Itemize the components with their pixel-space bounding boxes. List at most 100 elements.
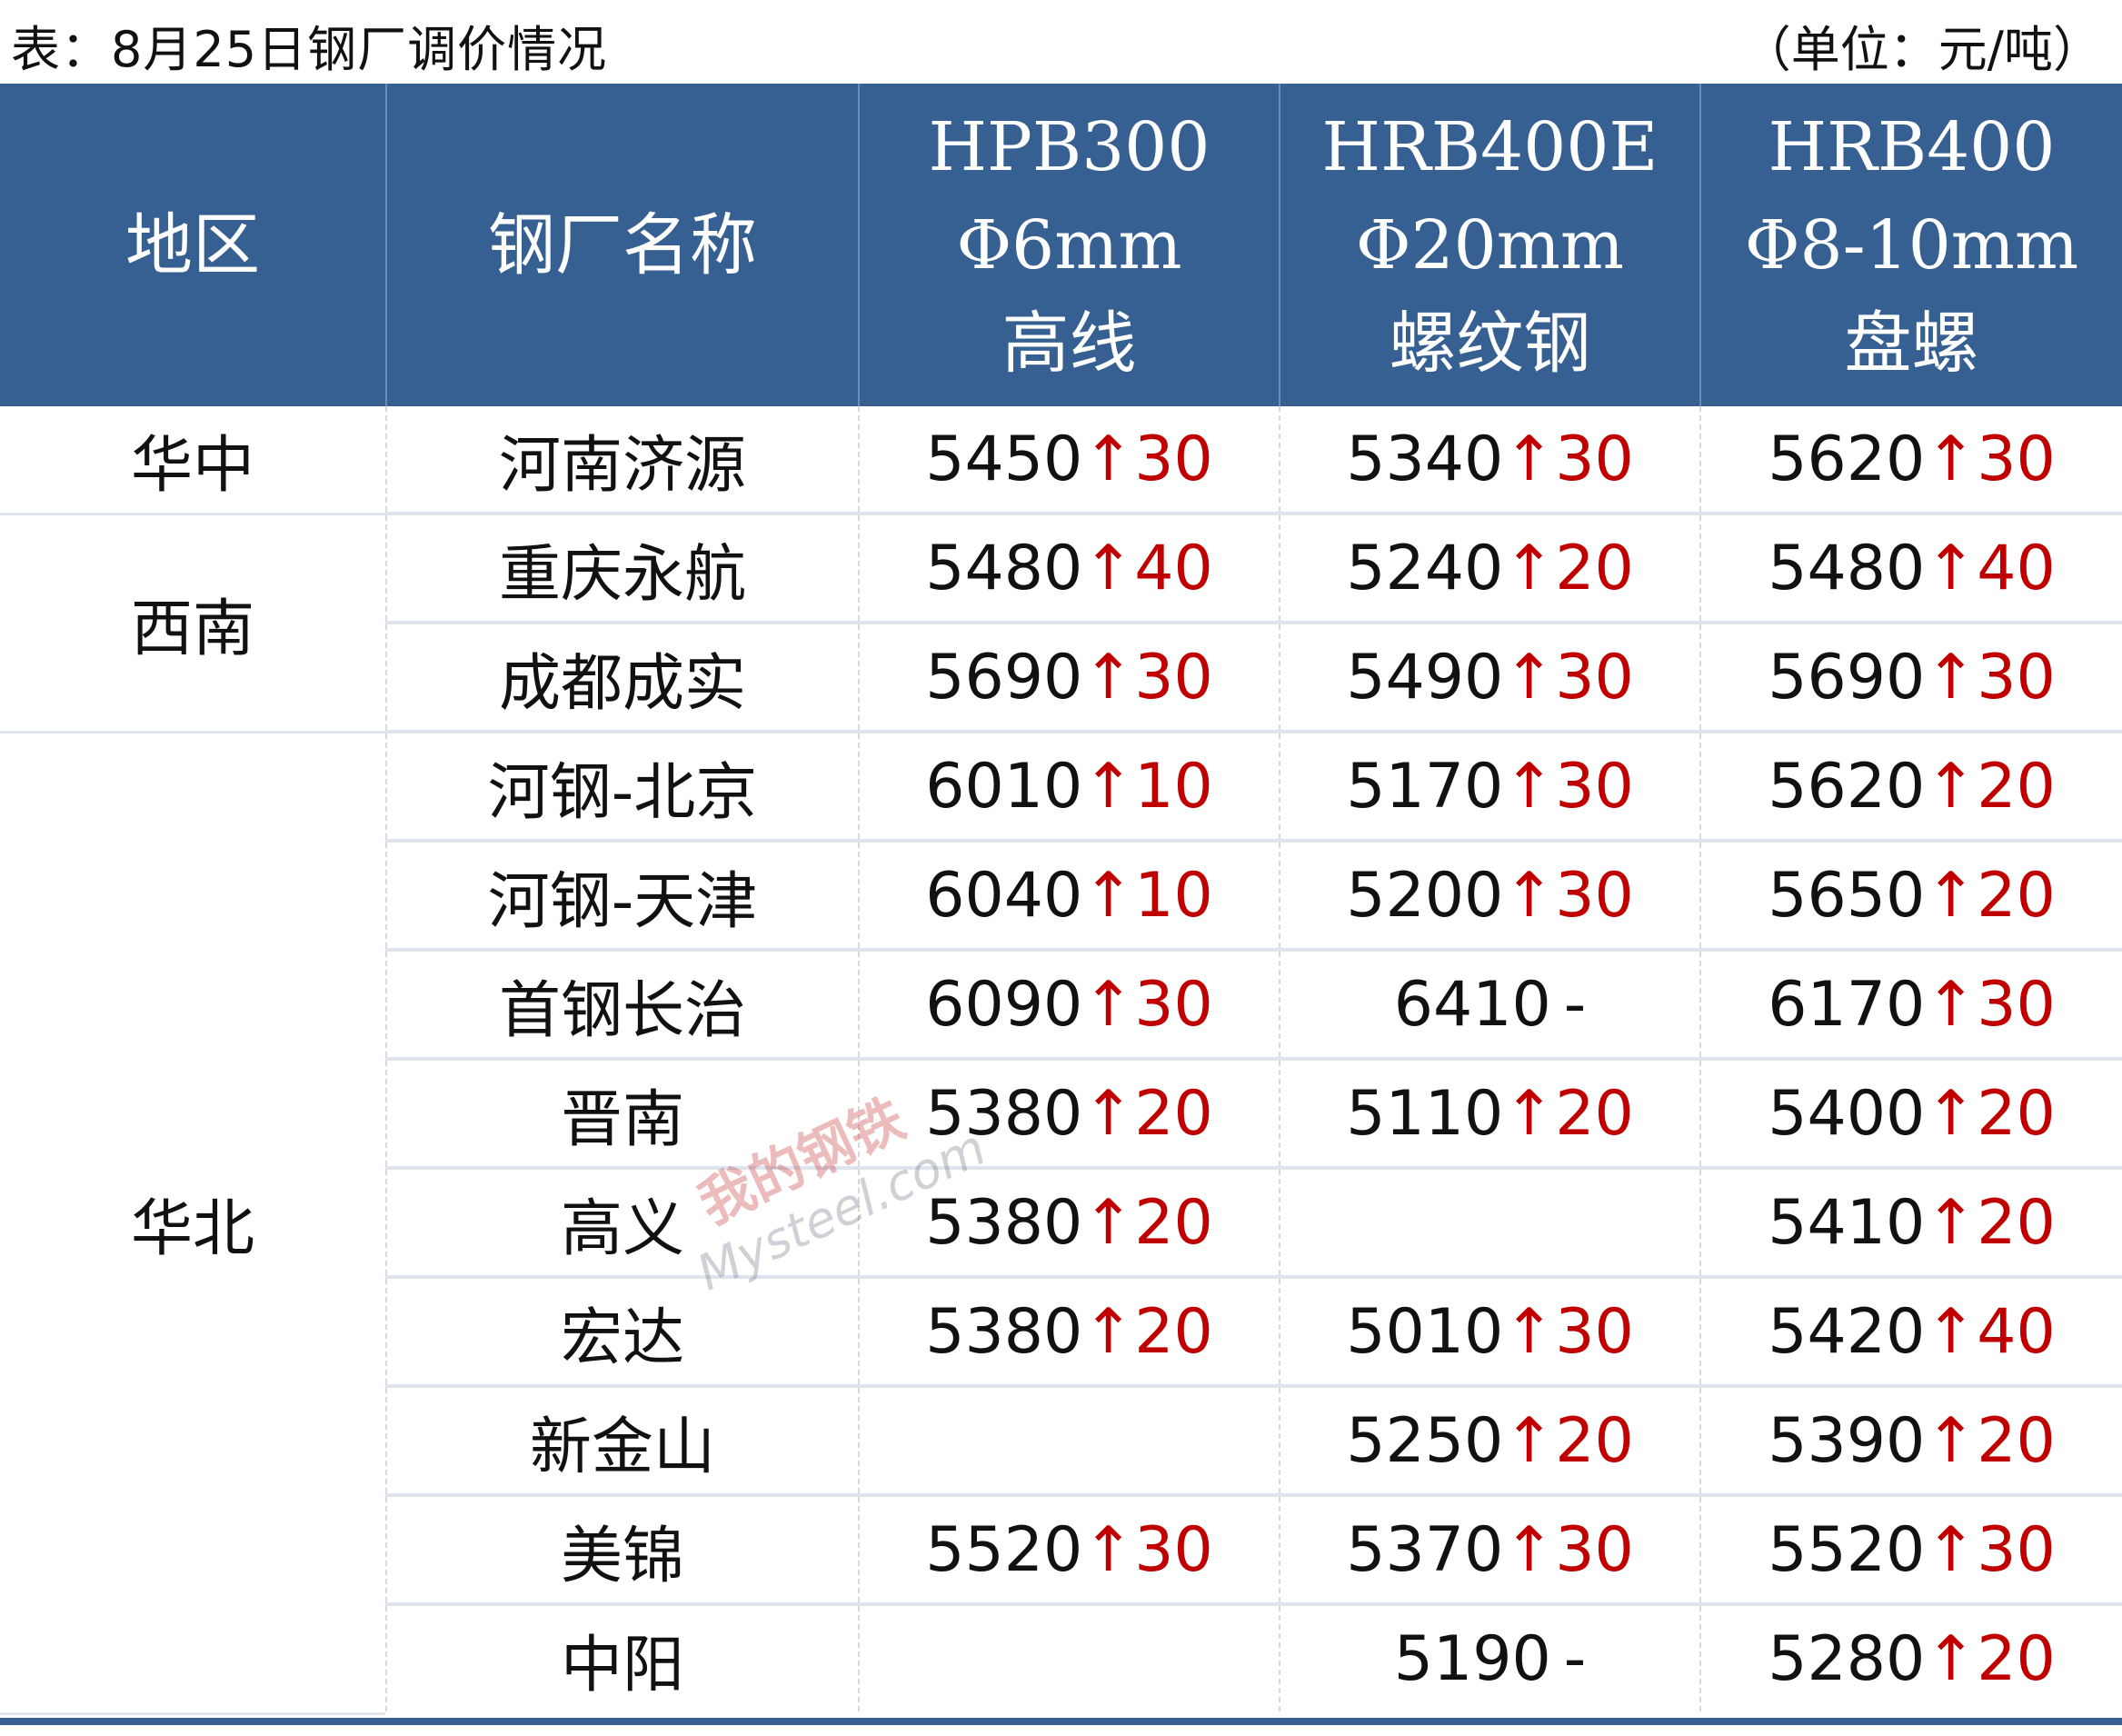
price-cell: 5200 ↑30	[1279, 843, 1699, 948]
price-cell: 5280 ↑20	[1699, 1606, 2122, 1711]
table-row: 宏达 5380 ↑20 5010 ↑30 5420 ↑40	[385, 1279, 2122, 1388]
table-row: 中阳 5190-5280 ↑20	[385, 1606, 2122, 1715]
price-value: 5250	[1346, 1404, 1504, 1477]
price-value: 5380	[925, 1186, 1083, 1259]
mill-name-cell: 河南济源	[385, 406, 858, 512]
price-change: ↑20	[1503, 532, 1634, 604]
header-cell: HPB300 Φ6mm 高线	[858, 84, 1279, 406]
price-value: 5420	[1768, 1295, 1926, 1368]
price-value: 5410	[1768, 1186, 1926, 1259]
price-change: ↑20	[1925, 1186, 2056, 1259]
price-value: 6010	[925, 750, 1083, 823]
region-cell: 华北	[0, 733, 385, 1715]
price-cell: 5690 ↑30	[1699, 624, 2122, 730]
price-change: ↑20	[1925, 750, 2056, 823]
price-cell: 5380 ↑20	[858, 1170, 1279, 1275]
price-value: 5480	[925, 532, 1083, 604]
price-value: 5370	[1346, 1513, 1504, 1586]
price-cell: 5110 ↑20	[1279, 1061, 1699, 1166]
table-row: 美锦 5520 ↑30 5370 ↑30 5520 ↑30	[385, 1497, 2122, 1606]
price-change: ↑40	[1925, 1295, 2056, 1368]
price-cell: 5480 ↑40	[858, 515, 1279, 621]
table-row: 晋南 5380 ↑20 5110 ↑20 5400 ↑20	[385, 1061, 2122, 1170]
mill-name-cell: 河钢-北京	[385, 733, 858, 839]
price-change: ↑20	[1925, 1077, 2056, 1150]
price-change: ↑20	[1082, 1295, 1213, 1368]
price-value: 5190	[1393, 1622, 1551, 1695]
price-cell	[858, 1388, 1279, 1493]
price-value: 5010	[1346, 1295, 1504, 1368]
price-value: 6170	[1768, 968, 1926, 1041]
mill-name-cell: 晋南	[385, 1061, 858, 1166]
mill-name-cell: 高义	[385, 1170, 858, 1275]
price-change: ↑20	[1925, 1622, 2056, 1695]
price-cell: 5480 ↑40	[1699, 515, 2122, 621]
price-cell: 5410 ↑20	[1699, 1170, 2122, 1275]
mill-name-cell: 中阳	[385, 1606, 858, 1711]
price-change: ↑30	[1082, 968, 1213, 1041]
price-value: 5620	[1768, 423, 1926, 495]
price-cell: 5490 ↑30	[1279, 624, 1699, 730]
mill-name-cell: 美锦	[385, 1497, 858, 1602]
header-line: 钢厂名称	[488, 205, 757, 284]
price-change: ↑30	[1503, 641, 1634, 713]
price-cell: 6410-	[1279, 952, 1699, 1057]
price-change: ↑20	[1082, 1077, 1213, 1150]
table-row: 河钢-天津 6040 ↑10 5200 ↑30 5650 ↑20	[385, 843, 2122, 952]
price-change: ↑20	[1925, 1404, 2056, 1477]
price-change: ↑30	[1503, 1295, 1634, 1368]
price-change: ↑30	[1503, 1513, 1634, 1586]
price-cell: 5340 ↑30	[1279, 406, 1699, 512]
price-change: ↑10	[1082, 859, 1213, 932]
price-cell: 5010 ↑30	[1279, 1279, 1699, 1384]
price-value: 6410	[1393, 968, 1551, 1041]
price-change: ↑30	[1503, 859, 1634, 932]
table-bottom-border	[0, 1718, 2122, 1725]
price-cell: 5520 ↑30	[1699, 1497, 2122, 1602]
price-change: ↑20	[1082, 1186, 1213, 1259]
price-change: ↑30	[1082, 641, 1213, 713]
table-header: 地区 钢厂名称 HPB300 Φ6mm 高线 HRB400E Φ20mm 螺纹钢 HRB400 Φ…	[0, 84, 2122, 406]
price-cell: 6090 ↑30	[858, 952, 1279, 1057]
mill-name-cell: 首钢长治	[385, 952, 858, 1057]
price-cell: 5400 ↑20	[1699, 1061, 2122, 1166]
price-value: 5380	[925, 1077, 1083, 1150]
price-value: 5490	[1346, 641, 1504, 713]
price-change: ↑10	[1082, 750, 1213, 823]
region-cell: 西南	[0, 515, 385, 733]
price-value: 5110	[1346, 1077, 1504, 1150]
header-cell: HRB400 Φ8-10mm 盘螺	[1699, 84, 2122, 406]
header-line: 螺纹钢	[1389, 304, 1591, 383]
price-value: 5380	[925, 1295, 1083, 1368]
header-line: HRB400E	[1321, 107, 1659, 186]
region-cell: 华中	[0, 406, 385, 515]
price-value: 5690	[1768, 641, 1926, 713]
header-line: Φ20mm	[1355, 205, 1625, 284]
price-change: ↑40	[1082, 532, 1213, 604]
mill-name-cell: 重庆永航	[385, 515, 858, 621]
price-value: 5340	[1346, 423, 1504, 495]
header-line: Φ6mm	[956, 205, 1182, 284]
price-value: 5200	[1346, 859, 1504, 932]
table-row: 首钢长治 6090 ↑30 6410- 6170 ↑30	[385, 952, 2122, 1061]
price-cell: 5420 ↑40	[1699, 1279, 2122, 1384]
header-line: 高线	[1001, 304, 1137, 383]
price-cell: 5650 ↑20	[1699, 843, 2122, 948]
price-value: 5480	[1768, 532, 1926, 604]
price-change: ↑30	[1503, 423, 1634, 495]
price-change: ↑20	[1925, 859, 2056, 932]
price-value: 6040	[925, 859, 1083, 932]
mill-name-cell: 新金山	[385, 1388, 858, 1493]
price-value: 5450	[925, 423, 1083, 495]
table-row: 成都成实 5690 ↑30 5490 ↑30 5690 ↑30	[385, 624, 2122, 733]
price-cell: 5620 ↑30	[1699, 406, 2122, 512]
price-cell: 5690 ↑30	[858, 624, 1279, 730]
price-cell: 5380 ↑20	[858, 1061, 1279, 1166]
price-cell: 5390 ↑20	[1699, 1388, 2122, 1493]
header-line: HRB400	[1768, 107, 2056, 186]
header-line: 地区	[125, 205, 260, 284]
price-change: ↑30	[1082, 1513, 1213, 1586]
price-cell: 5250 ↑20	[1279, 1388, 1699, 1493]
mill-name-cell: 成都成实	[385, 624, 858, 730]
price-value: 5690	[925, 641, 1083, 713]
